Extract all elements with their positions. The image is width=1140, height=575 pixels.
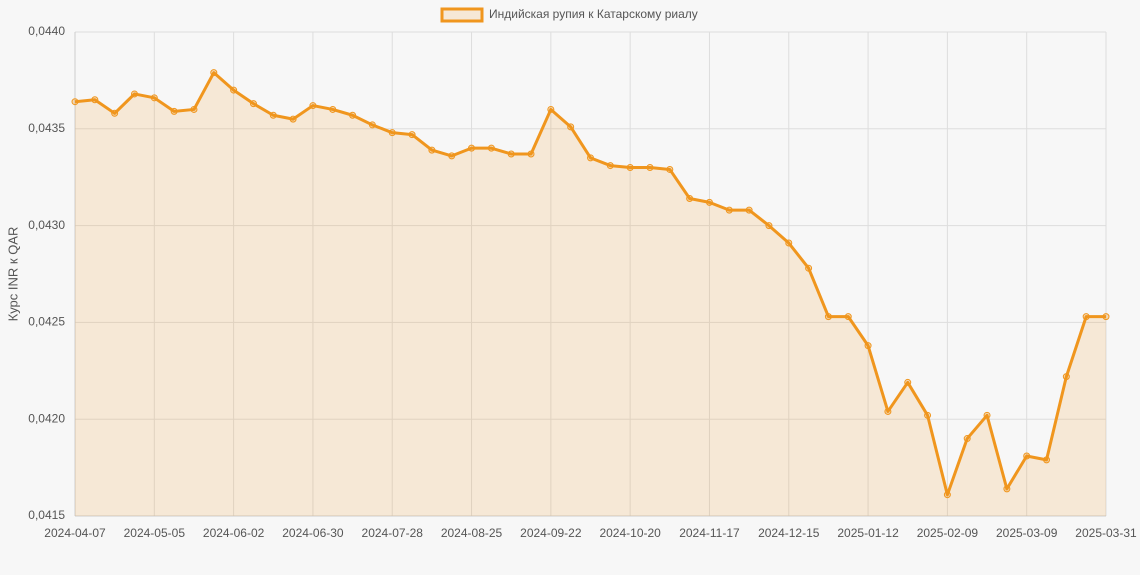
point — [269, 111, 277, 119]
point — [468, 144, 476, 152]
line — [74, 71, 1106, 497]
point — [1003, 485, 1011, 493]
point — [210, 69, 218, 77]
point — [1023, 452, 1031, 460]
point — [963, 435, 971, 443]
point — [91, 96, 99, 104]
point — [349, 111, 357, 119]
point — [844, 313, 852, 321]
point — [249, 100, 257, 108]
point — [626, 164, 634, 172]
point — [1082, 313, 1090, 321]
point — [824, 313, 832, 321]
x-tick-label: 2024-09-22 — [520, 526, 582, 540]
point — [111, 109, 119, 117]
point — [924, 411, 932, 419]
point — [329, 105, 337, 113]
point — [170, 107, 178, 115]
point — [943, 491, 951, 499]
point — [527, 150, 535, 158]
y-tick-label: 0,0420 — [28, 411, 65, 425]
point — [983, 411, 991, 419]
legend-label: Индийская рупия к Катарскому риалу — [489, 7, 698, 21]
area — [75, 72, 1106, 516]
point — [150, 94, 158, 102]
point — [725, 206, 733, 214]
point — [507, 150, 515, 158]
x-tick-label: 2024-07-28 — [362, 526, 424, 540]
x-tick-label: 2024-06-30 — [282, 526, 344, 540]
point — [1062, 373, 1070, 381]
point — [785, 239, 793, 247]
point — [130, 90, 138, 98]
point — [368, 121, 376, 129]
point — [1102, 313, 1110, 321]
x-tick-label: 2025-01-12 — [837, 526, 899, 540]
point — [289, 115, 297, 123]
point — [864, 342, 872, 350]
point — [190, 105, 198, 113]
point — [230, 86, 238, 94]
point — [705, 198, 713, 206]
point — [666, 165, 674, 173]
point — [745, 206, 753, 214]
x-tick-label: 2024-04-07 — [44, 526, 106, 540]
point — [904, 378, 912, 386]
y-tick-label: 0,0430 — [28, 218, 65, 232]
y-axis-title: Курс INR к QAR — [5, 227, 20, 322]
legend-swatch — [440, 7, 484, 23]
point — [428, 146, 436, 154]
point — [765, 222, 773, 230]
y-tick-label: 0,0440 — [28, 24, 65, 38]
x-tick-label: 2024-12-15 — [758, 526, 820, 540]
point — [487, 144, 495, 152]
point — [71, 98, 79, 106]
x-tick-label: 2024-08-25 — [441, 526, 503, 540]
point — [646, 164, 654, 172]
point — [606, 162, 614, 170]
x-tick-label: 2024-11-17 — [679, 526, 740, 540]
y-tick-label: 0,0435 — [28, 121, 65, 135]
point — [309, 102, 317, 110]
x-tick-label: 2025-03-09 — [996, 526, 1058, 540]
point — [686, 194, 694, 202]
y-tick-label: 0,0415 — [28, 508, 65, 522]
point — [408, 131, 416, 139]
point — [448, 152, 456, 160]
x-tick-label: 2025-03-31 — [1075, 526, 1137, 540]
point — [388, 129, 396, 137]
x-tick-label: 2024-10-20 — [599, 526, 661, 540]
x-tick-label: 2025-02-09 — [917, 526, 979, 540]
point — [547, 105, 555, 113]
point — [805, 264, 813, 272]
x-tick-label: 2024-06-02 — [203, 526, 265, 540]
point — [587, 154, 594, 162]
x-tick-label: 2024-05-05 — [124, 526, 186, 540]
y-tick-label: 0,0425 — [28, 315, 65, 329]
point — [884, 407, 892, 415]
point — [567, 123, 575, 131]
point — [1043, 456, 1051, 464]
